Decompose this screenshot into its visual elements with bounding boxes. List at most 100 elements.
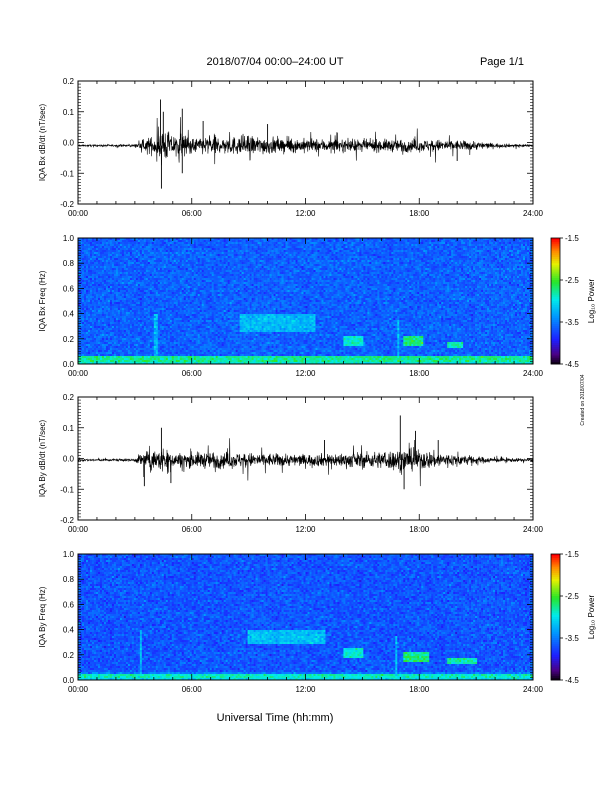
heatmap-cell [102,270,104,272]
heatmap-cell [114,292,116,294]
heatmap-cell [104,268,106,270]
heatmap-cell [188,268,190,270]
heatmap-cell [140,266,142,268]
heatmap-cell [122,330,124,332]
heatmap-cell [216,258,218,260]
heatmap-cell [152,312,154,314]
heatmap-cell [192,340,194,342]
heatmap-cell [200,296,202,298]
heatmap-cell [184,306,186,308]
heatmap-cell [208,340,210,342]
heatmap-cell [230,290,232,292]
heatmap-cell [134,268,136,270]
heatmap-cell [164,240,166,242]
heatmap-cell [136,314,138,316]
heatmap-cell [156,258,158,260]
heatmap-cell [120,256,122,258]
heatmap-cell [154,244,156,246]
heatmap-cell [178,276,180,278]
heatmap-cell [116,358,118,360]
heatmap-cell [200,290,202,292]
heatmap-cell [134,306,136,308]
heatmap-cell [230,272,232,274]
heatmap-cell [148,322,150,324]
heatmap-cell [122,306,124,308]
heatmap-cell [124,282,126,284]
heatmap-cell [102,314,104,316]
heatmap-cell [106,292,108,294]
heatmap-cell [224,254,226,256]
heatmap-cell [88,262,90,264]
heatmap-cell [84,294,86,296]
heatmap-cell [156,320,158,322]
heatmap-cell [226,288,228,290]
heatmap-cell [108,352,110,354]
heatmap-cell [122,272,124,274]
heatmap-cell [186,306,188,308]
heatmap-cell [122,356,124,358]
heatmap-cell [190,258,192,260]
heatmap-cell [84,292,86,294]
heatmap-cell [166,336,168,338]
heatmap-cell [104,292,106,294]
heatmap-cell [208,304,210,306]
heatmap-cell [126,304,128,306]
heatmap-cell [176,314,178,316]
heatmap-cell [180,336,182,338]
heatmap-cell [102,352,104,354]
heatmap-cell [102,252,104,254]
heatmap-cell [124,242,126,244]
heatmap-cell [108,266,110,268]
heatmap-cell [90,284,92,286]
heatmap-cell [224,250,226,252]
heatmap-cell [216,246,218,248]
heatmap-cell [198,332,200,334]
heatmap-cell [198,314,200,316]
heatmap-cell [158,276,160,278]
heatmap-cell [222,332,224,334]
heatmap-cell [86,290,88,292]
heatmap-cell [208,310,210,312]
heatmap-cell [172,250,174,252]
heatmap-cell [192,256,194,258]
heatmap-cell [92,308,94,310]
heatmap-cell [80,254,82,256]
heatmap-cell [170,346,172,348]
heatmap-cell [154,334,156,336]
heatmap-cell [186,250,188,252]
heatmap-cell [124,324,126,326]
heatmap-cell [90,324,92,326]
heatmap-cell [228,304,230,306]
heatmap-cell [130,242,132,244]
heatmap-cell [230,316,232,318]
heatmap-cell [202,256,204,258]
heatmap-cell [102,304,104,306]
heatmap-cell [206,254,208,256]
heatmap-cell [226,318,228,320]
heatmap-cell [192,356,194,358]
heatmap-cell [176,286,178,288]
heatmap-cell [184,344,186,346]
heatmap-cell [174,256,176,258]
heatmap-cell [126,258,128,260]
heatmap-cell [218,248,220,250]
heatmap-cell [84,274,86,276]
heatmap-cell [124,326,126,328]
heatmap-cell [208,312,210,314]
heatmap-cell [178,310,180,312]
heatmap-cell [176,354,178,356]
heatmap-cell [198,336,200,338]
heatmap-cell [186,342,188,344]
heatmap-cell [210,300,212,302]
heatmap-cell [124,244,126,246]
heatmap-cell [172,358,174,360]
heatmap-cell [226,264,228,266]
heatmap-cell [138,346,140,348]
heatmap-cell [184,316,186,318]
heatmap-cell [82,270,84,272]
heatmap-cell [212,248,214,250]
heatmap-cell [142,314,144,316]
heatmap-cell [152,264,154,266]
heatmap-cell [116,254,118,256]
heatmap-cell [212,294,214,296]
